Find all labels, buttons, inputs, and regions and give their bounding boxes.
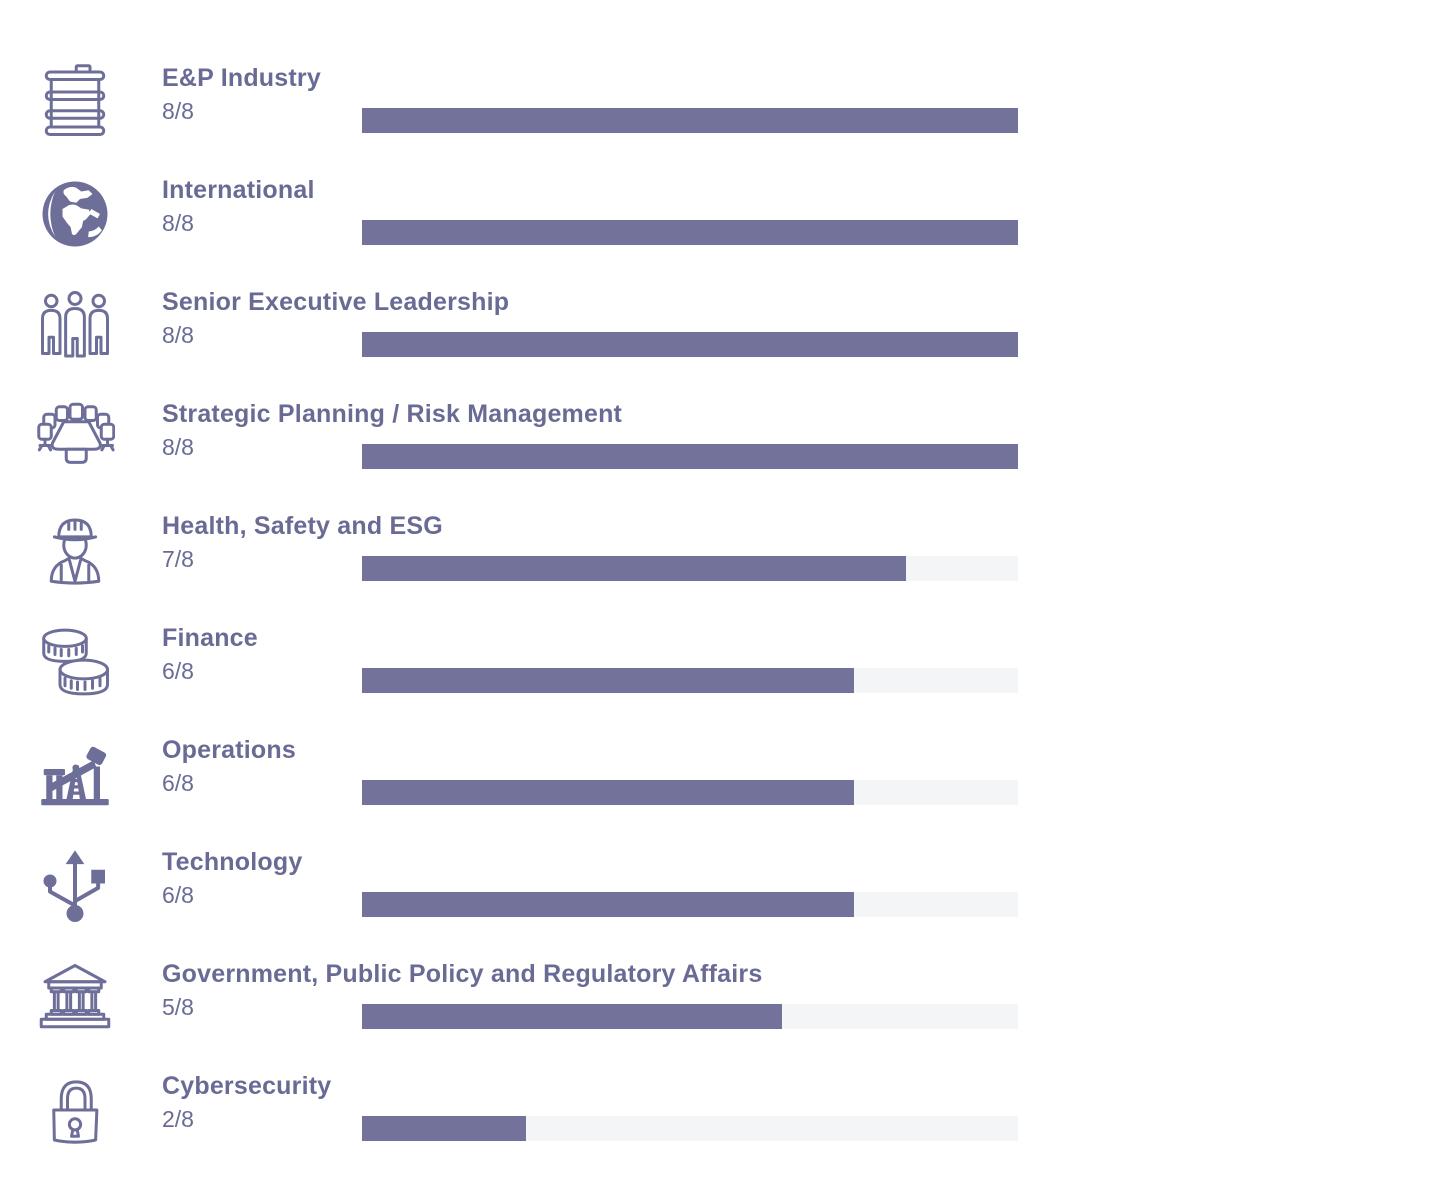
- skill-row: Operations 6/8: [35, 734, 1446, 846]
- skill-label: Finance: [162, 624, 258, 652]
- skill-rating: 7/8: [162, 545, 194, 572]
- oil-barrel-icon: [35, 62, 115, 142]
- skill-icon-cell: [35, 286, 162, 370]
- skill-row: Strategic Planning / Risk Management 8/8: [35, 398, 1446, 510]
- skill-bar-track: [362, 668, 1018, 693]
- skill-bar-cell: [362, 734, 1018, 805]
- skill-bar-track: [362, 220, 1018, 245]
- skill-rating: 6/8: [162, 657, 194, 684]
- skill-text-cell: Strategic Planning / Risk Management 8/8: [162, 398, 623, 460]
- skill-bar-fill: [362, 1004, 782, 1029]
- skill-text-cell: E&P Industry 8/8: [162, 62, 362, 124]
- skill-row: Senior Executive Leadership 8/8: [35, 286, 1446, 398]
- bank-icon: [35, 958, 115, 1038]
- skill-row: Health, Safety and ESG 7/8: [35, 510, 1446, 622]
- skill-rating: 6/8: [162, 769, 194, 796]
- skill-bar-cell: [362, 510, 1018, 581]
- skill-text-cell: Technology 6/8: [162, 846, 362, 908]
- usb-icon: [35, 846, 115, 926]
- skill-row: Finance 6/8: [35, 622, 1446, 734]
- skill-label: E&P Industry: [162, 64, 321, 92]
- skill-bar-cell: [362, 62, 1018, 133]
- skill-icon-cell: [35, 398, 162, 482]
- skill-bar-cell: [362, 286, 1018, 357]
- skill-text-cell: Finance 6/8: [162, 622, 362, 684]
- skill-label: Government, Public Policy and Regulatory…: [162, 960, 763, 988]
- boardroom-table-icon: [35, 398, 115, 478]
- skill-bar-track: [362, 556, 1018, 581]
- people-group-icon: [35, 286, 115, 366]
- skill-bar-track: [362, 332, 1018, 357]
- skill-row: E&P Industry 8/8: [35, 62, 1446, 174]
- skill-text-cell: Cybersecurity 2/8: [162, 1070, 362, 1132]
- skill-rating: 8/8: [162, 97, 194, 124]
- skill-row: International 8/8: [35, 174, 1446, 286]
- skill-bar-fill: [362, 556, 907, 581]
- skill-text-cell: Operations 6/8: [162, 734, 362, 796]
- skill-icon-cell: [35, 846, 162, 930]
- skill-bar-fill: [362, 668, 854, 693]
- skill-label: Cybersecurity: [162, 1072, 332, 1100]
- skill-bar-fill: [362, 780, 854, 805]
- skill-icon-cell: [35, 174, 162, 258]
- skill-row: Technology 6/8: [35, 846, 1446, 958]
- skill-rating: 8/8: [162, 433, 194, 460]
- skill-text-cell: International 8/8: [162, 174, 362, 236]
- skill-bar-track: [362, 1004, 1018, 1029]
- skill-icon-cell: [35, 62, 162, 146]
- skill-rating: 2/8: [162, 1105, 194, 1132]
- skill-icon-cell: [35, 1070, 162, 1154]
- safety-worker-icon: [35, 510, 115, 590]
- skill-bar-cell: [362, 622, 1018, 693]
- skill-bar-fill: [362, 1116, 526, 1141]
- skill-label: Health, Safety and ESG: [162, 512, 443, 540]
- skill-bar-fill: [362, 332, 1018, 357]
- skill-bar-cell: [362, 846, 1018, 917]
- skill-bar-fill: [362, 220, 1018, 245]
- skill-bar-cell: [362, 174, 1018, 245]
- skill-bar-track: [362, 892, 1018, 917]
- skill-label: Senior Executive Leadership: [162, 288, 510, 316]
- skill-bar-cell: [362, 958, 1018, 1029]
- skill-icon-cell: [35, 510, 162, 594]
- skill-icon-cell: [35, 734, 162, 818]
- skill-text-cell: Senior Executive Leadership 8/8: [162, 286, 510, 348]
- skill-label: Technology: [162, 848, 303, 876]
- skill-text-cell: Health, Safety and ESG 7/8: [162, 510, 443, 572]
- skill-label: Strategic Planning / Risk Management: [162, 400, 623, 428]
- skill-bar-fill: [362, 444, 1018, 469]
- skill-bar-track: [362, 108, 1018, 133]
- skill-rating: 8/8: [162, 209, 194, 236]
- skill-row: Government, Public Policy and Regulatory…: [35, 958, 1446, 1070]
- skill-bar-fill: [362, 892, 854, 917]
- skill-icon-cell: [35, 622, 162, 706]
- padlock-icon: [35, 1070, 115, 1150]
- pumpjack-icon: [35, 734, 115, 814]
- skill-text-cell: Government, Public Policy and Regulatory…: [162, 958, 763, 1020]
- skill-rating: 6/8: [162, 881, 194, 908]
- skill-label: International: [162, 176, 315, 204]
- coins-icon: [35, 622, 115, 702]
- skill-bar-fill: [362, 108, 1018, 133]
- skill-bar-track: [362, 1116, 1018, 1141]
- skill-row: Cybersecurity 2/8: [35, 1070, 1446, 1182]
- skill-label: Operations: [162, 736, 296, 764]
- skill-rating: 8/8: [162, 321, 194, 348]
- skill-bar-track: [362, 780, 1018, 805]
- skill-rating: 5/8: [162, 993, 194, 1020]
- globe-icon: [35, 174, 115, 254]
- skill-bar-cell: [362, 1070, 1018, 1141]
- skill-bar-track: [362, 444, 1018, 469]
- skill-bar-cell: [362, 398, 1018, 469]
- skill-icon-cell: [35, 958, 162, 1042]
